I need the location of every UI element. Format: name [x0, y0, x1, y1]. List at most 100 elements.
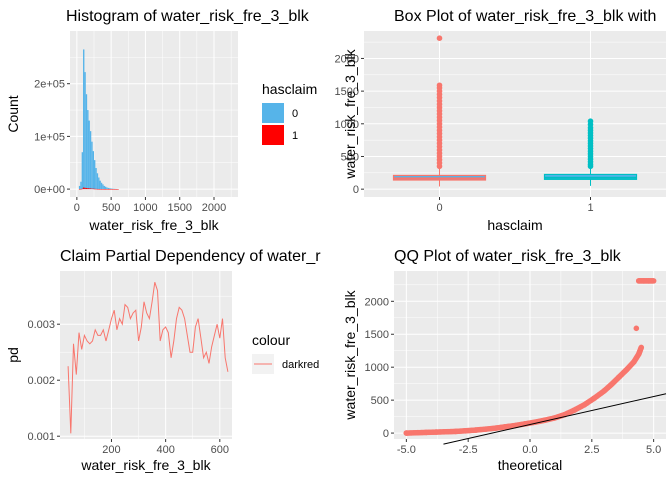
- x-tick-label: -5.0: [397, 444, 416, 456]
- histogram-bar-hasclaim-0: [92, 151, 94, 190]
- box-outlier-point: [436, 35, 443, 41]
- histogram-bar-hasclaim-1: [89, 188, 92, 190]
- histogram-bar-hasclaim-0: [80, 181, 82, 190]
- qq-point: [601, 388, 607, 394]
- histogram-bars: [78, 49, 119, 190]
- histogram-bar-hasclaim-0: [106, 187, 108, 190]
- histogram-bar-hasclaim-1: [85, 188, 88, 190]
- y-tick-label: 0: [383, 428, 389, 440]
- chart-title: Box Plot of water_risk_fre_3_blk with: [394, 8, 656, 25]
- histogram-bar-hasclaim-1: [113, 189, 115, 190]
- histogram-bar-hasclaim-0: [84, 72, 86, 190]
- histogram-bar-hasclaim-0: [94, 160, 96, 190]
- x-axis-label: theoretical: [498, 457, 563, 473]
- qq-point: [650, 278, 657, 284]
- pd-line-series: [67, 282, 229, 434]
- x-tick-label: 500: [102, 202, 120, 214]
- qq-points: [403, 278, 657, 436]
- qq-point: [492, 425, 499, 431]
- y-tick-label: 0: [353, 184, 359, 196]
- histogram-bar-hasclaim-0: [83, 49, 85, 190]
- qq-point: [453, 428, 459, 435]
- x-tick-label: 1: [587, 202, 593, 214]
- histogram-bar-hasclaim-0: [78, 185, 81, 190]
- chart-title: Claim Partial Dependency of water_r: [60, 248, 321, 265]
- qq-point: [591, 395, 598, 401]
- x-axis-label: water_risk_fre_3_blk: [88, 217, 219, 233]
- y-tick-label: 1500: [335, 86, 359, 98]
- panel-background: [70, 31, 238, 197]
- histogram-bar-hasclaim-1: [96, 188, 99, 190]
- qq-point: [433, 429, 439, 435]
- histogram-bar-hasclaim-0: [95, 168, 97, 190]
- qq-point: [581, 401, 588, 408]
- histogram-bar-hasclaim-1: [81, 188, 84, 190]
- histogram-bar-hasclaim-0: [98, 177, 100, 190]
- y-tick-label: 2e+05: [34, 79, 65, 91]
- x-tick-label: 2000: [202, 202, 226, 214]
- histogram-bar-hasclaim-0: [81, 152, 84, 190]
- histogram-bar-hasclaim-0: [99, 180, 101, 190]
- y-tick-label: 0.001: [27, 431, 55, 443]
- box-outlier-point: [436, 163, 443, 170]
- histogram-bar-hasclaim-1: [111, 189, 114, 190]
- x-tick-label: 0: [436, 202, 442, 214]
- histogram-bar-hasclaim-1: [109, 189, 111, 190]
- qq-point: [413, 429, 420, 436]
- qq-point: [423, 429, 429, 436]
- legend-key-1: [262, 125, 284, 145]
- qq-point: [482, 426, 489, 432]
- histogram-bar-hasclaim-1: [110, 189, 112, 190]
- x-tick-label: 2.5: [584, 444, 599, 456]
- histogram-bar-hasclaim-1: [117, 189, 119, 190]
- y-tick-label: 1500: [365, 329, 389, 341]
- y-tick-label: 2000: [335, 53, 359, 65]
- y-tick-label: 1000: [335, 119, 359, 131]
- legend-title: colour: [252, 332, 290, 348]
- panel-background: [364, 31, 666, 197]
- legend-label: darkred: [282, 359, 319, 371]
- y-tick-label: 500: [371, 395, 389, 407]
- qq-point: [645, 278, 652, 284]
- histogram-bar-hasclaim-0: [103, 185, 105, 190]
- x-tick-label: 400: [156, 444, 174, 456]
- y-tick-label: 1e+05: [34, 131, 65, 143]
- qq-point: [623, 367, 630, 373]
- histogram-bar-hasclaim-0: [96, 173, 99, 190]
- x-tick-label: 600: [211, 444, 229, 456]
- qq-point: [631, 359, 637, 365]
- histogram-bar-hasclaim-1: [100, 189, 103, 190]
- qq-point: [640, 278, 647, 284]
- histogram-bar-hasclaim-1: [104, 189, 107, 190]
- y-tick-label: 0.003: [27, 319, 55, 331]
- y-axis-label: water_risk_fre_3_blk: [342, 48, 358, 179]
- qq-point: [403, 430, 410, 436]
- histogram-bar-hasclaim-1: [83, 187, 85, 190]
- x-tick-label: 5.0: [646, 444, 661, 456]
- histogram-bar-hasclaim-0: [107, 187, 110, 190]
- histogram-bar-hasclaim-1: [88, 188, 90, 190]
- histogram-bar-hasclaim-1: [106, 189, 108, 190]
- histogram-bar-hasclaim-1: [84, 187, 86, 190]
- histogram-bar-hasclaim-1: [99, 189, 101, 190]
- legend-title: hasclaim: [262, 81, 317, 97]
- qq-point: [551, 415, 558, 421]
- x-tick-label: 1000: [133, 202, 157, 214]
- qq-point: [633, 325, 640, 332]
- histogram-bar-hasclaim-0: [104, 186, 107, 190]
- histogram-bar-hasclaim-1: [102, 189, 104, 190]
- qq-point: [636, 278, 642, 284]
- x-tick-label: 200: [102, 444, 120, 456]
- qq-point: [608, 381, 615, 388]
- x-axis-label: hasclaim: [487, 217, 542, 233]
- box-hasclaim-1: [543, 118, 638, 186]
- histogram-bar-hasclaim-1: [92, 188, 94, 190]
- qq-point: [636, 351, 642, 357]
- qq-point: [571, 407, 578, 413]
- qq-point: [462, 427, 469, 434]
- histogram-bar-hasclaim-0: [85, 94, 88, 190]
- histogram-bar-hasclaim-1: [91, 188, 93, 190]
- x-axis-label: water_risk_fre_3_blk: [80, 457, 211, 473]
- histogram-bar-hasclaim-0: [100, 182, 103, 190]
